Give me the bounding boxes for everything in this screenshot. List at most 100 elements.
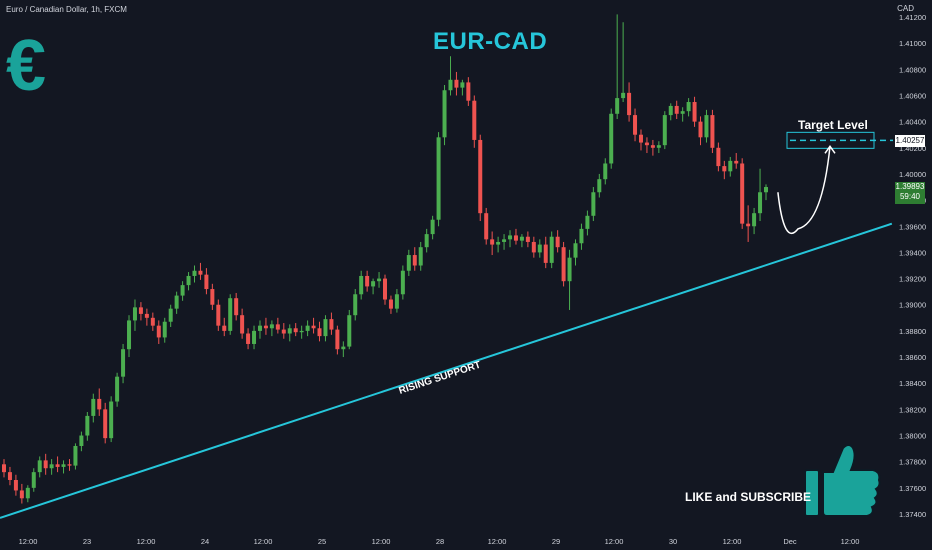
x-tick-label: 12:00 — [254, 537, 273, 546]
candle-body — [132, 307, 137, 321]
candle-body — [585, 215, 590, 229]
candle-body — [740, 163, 745, 224]
candle-body — [537, 244, 542, 253]
x-tick-label: 12:00 — [723, 537, 742, 546]
y-tick-label: 1.40800 — [899, 65, 926, 74]
thumb-hand — [822, 444, 881, 517]
euro-icon: € — [6, 26, 47, 106]
candle-body — [269, 324, 274, 329]
candle-body — [579, 228, 584, 244]
candle-body — [758, 192, 763, 214]
candle-body — [519, 236, 524, 241]
y-tick-label: 1.41200 — [899, 13, 926, 22]
candle-body — [305, 325, 310, 331]
candle-body — [615, 98, 620, 114]
candle-body — [621, 92, 626, 99]
y-tick-label: 1.38800 — [899, 327, 926, 336]
candle-body — [478, 139, 483, 214]
candle-body — [525, 236, 530, 242]
countdown: 59:40 — [899, 192, 921, 201]
candle-body — [210, 289, 215, 305]
candle-body — [97, 398, 102, 410]
x-tick-label: Dec — [783, 537, 797, 546]
target-price-badge: 1.40257 — [895, 135, 925, 147]
candle-body — [180, 285, 185, 296]
candle-body — [13, 479, 18, 491]
candle-body — [531, 241, 536, 253]
y-tick-label: 1.40000 — [899, 170, 926, 179]
symbol-title: Euro / Canadian Dollar, 1h, FXCM — [6, 5, 127, 14]
candle-body — [502, 239, 507, 242]
candle-body — [281, 329, 286, 334]
candle-body — [162, 321, 167, 338]
y-tick-label: 1.37400 — [899, 510, 926, 519]
candle-body — [436, 137, 441, 220]
candle-body — [79, 435, 84, 446]
candle-body — [55, 464, 60, 467]
candle-body — [204, 274, 209, 290]
candle-body — [186, 275, 191, 286]
current-price-badge: 1.39893 59:40 — [895, 182, 925, 204]
y-tick-label: 1.39000 — [899, 301, 926, 310]
candle-body — [508, 235, 513, 240]
x-tick-label: 24 — [201, 537, 209, 546]
candle-body — [752, 213, 757, 227]
x-tick-label: 12:00 — [605, 537, 624, 546]
candle-body — [466, 82, 471, 101]
candle-body — [246, 333, 251, 344]
candle-body — [115, 376, 120, 402]
candle-body — [597, 179, 602, 193]
candle-body — [263, 325, 268, 329]
candle-body — [388, 299, 393, 309]
y-tick-label: 1.39400 — [899, 248, 926, 257]
candle-body — [341, 346, 346, 350]
candle-body — [609, 113, 614, 164]
candle-body — [567, 257, 572, 282]
rising-support-line — [0, 222, 893, 519]
candle-body — [287, 328, 292, 334]
thumbs-up-icon — [804, 444, 881, 517]
candle-body — [448, 79, 453, 91]
like-subscribe-label: LIKE and SUBSCRIBE — [685, 490, 812, 504]
candle-body — [67, 464, 72, 466]
candle-body — [275, 324, 280, 330]
candle-body — [674, 105, 679, 114]
x-tick-label: 29 — [552, 537, 560, 546]
candle-body — [561, 247, 566, 282]
candle-body — [383, 278, 387, 300]
x-tick-label: 28 — [436, 537, 444, 546]
candle-body — [442, 90, 447, 138]
candle-body — [573, 243, 578, 258]
thumb-cuff — [804, 469, 820, 517]
candle-body — [144, 313, 149, 318]
candle-body — [216, 304, 221, 326]
x-tick-label: 23 — [83, 537, 91, 546]
candle-body — [680, 111, 685, 114]
candle-body — [73, 445, 78, 466]
candle-body — [638, 134, 643, 143]
axis-unit-label: CAD — [897, 4, 914, 13]
candle-body — [704, 115, 709, 138]
candle-body — [109, 401, 114, 439]
y-tick-label: 1.39200 — [899, 275, 926, 284]
candle-body — [329, 319, 334, 330]
candle-body — [365, 275, 370, 287]
candle-body — [662, 115, 667, 146]
candle-body — [686, 102, 691, 112]
candle-body — [222, 325, 227, 331]
candle-body — [710, 115, 715, 148]
candle-body — [156, 325, 161, 338]
candle-body — [430, 219, 435, 235]
candle-body — [311, 325, 316, 329]
candle-body — [347, 315, 352, 347]
candle-body — [603, 163, 608, 180]
candle-body — [323, 319, 328, 337]
candle-body — [317, 328, 322, 337]
candle-body — [633, 115, 638, 135]
y-tick-label: 1.38200 — [899, 405, 926, 414]
x-tick-label: 12:00 — [19, 537, 38, 546]
candle-body — [257, 325, 262, 331]
candle-body — [746, 223, 751, 227]
candle-body — [335, 329, 340, 350]
